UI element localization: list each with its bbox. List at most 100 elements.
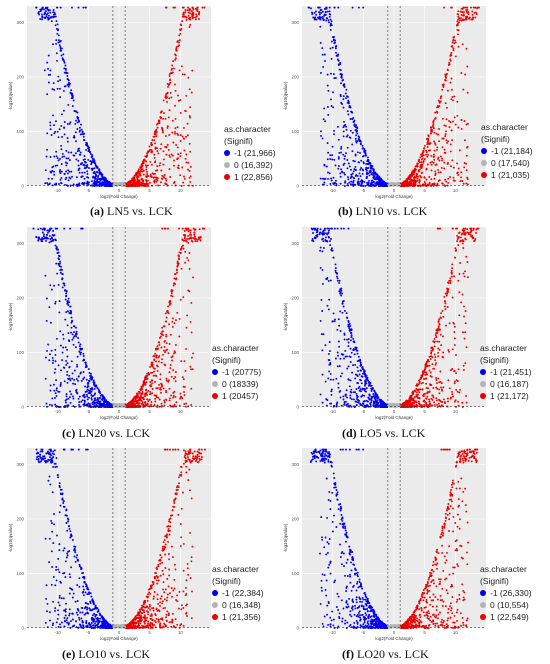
data-point [448,126,451,129]
data-point [375,178,377,181]
data-point [159,181,162,184]
data-point [441,137,444,140]
data-point [449,176,451,178]
data-point [323,53,326,56]
data-point [143,379,146,382]
data-point [165,349,168,352]
data-point [456,22,459,25]
data-point [165,342,168,345]
data-point [342,126,345,129]
data-point [137,179,140,182]
data-point [62,53,65,56]
data-point [461,180,464,182]
data-point [169,333,172,336]
data-point [187,241,190,244]
data-point [466,91,469,94]
data-point [50,404,53,407]
data-point [72,336,75,339]
data-point [99,397,101,400]
data-point [86,388,89,391]
data-point [466,16,469,19]
data-point [178,41,181,44]
data-point [153,131,156,133]
data-point [68,396,71,399]
data-point [352,176,355,179]
data-point [165,183,168,186]
data-point [55,183,58,186]
data-point [323,163,326,166]
data-point [183,386,186,388]
data-point [138,390,141,393]
data-point [170,289,173,292]
data-point [333,6,336,9]
data-point [82,359,85,362]
data-point [52,230,55,232]
data-point [467,13,470,16]
data-point [154,142,157,145]
data-point [418,168,421,171]
data-point [429,126,432,129]
data-point [141,396,144,399]
data-point [64,161,67,164]
data-point [62,346,65,349]
data-point [320,16,323,19]
data-point [155,394,158,397]
data-point [449,279,452,282]
data-point [151,371,154,374]
data-point [64,318,67,321]
data-point [172,60,175,63]
data-point [68,170,71,173]
data-point [185,347,188,350]
data-point [162,117,165,120]
data-point [80,128,83,131]
data-point [98,402,101,405]
data-point [170,375,173,378]
data-point [351,118,354,120]
data-point [368,179,370,182]
data-point [182,296,185,299]
data-point [319,25,322,28]
data-point [150,176,153,179]
data-point [387,184,390,187]
data-point [449,143,452,146]
data-point [46,148,49,151]
data-point [320,11,323,14]
data-point [323,181,326,184]
data-point [183,239,185,242]
data-point [41,231,44,234]
data-point [55,262,58,265]
data-point [173,83,176,86]
data-point [179,134,182,137]
data-point [433,158,436,161]
data-point [366,160,369,163]
data-point [183,236,186,239]
data-point [328,15,331,18]
data-point [157,396,160,399]
data-point [192,11,195,14]
data-point [153,181,156,184]
data-point [354,126,357,128]
data-point [107,183,110,186]
data-point [422,161,425,164]
data-point [71,6,73,9]
data-point [342,153,345,156]
data-point [442,86,445,88]
data-point [50,240,53,243]
data-point [69,82,71,85]
data-point [348,165,351,168]
data-point [184,369,187,372]
data-point [67,172,69,175]
data-point [102,400,105,403]
data-point [425,178,428,181]
data-point [343,120,345,123]
data-point [55,389,58,392]
data-point [86,404,89,406]
data-point [69,305,72,308]
data-point [160,177,163,180]
data-point [190,236,192,239]
data-point [47,177,50,180]
data-point [69,390,72,393]
x-tick-label: 0 [118,409,121,414]
data-point [343,171,345,174]
data-point [449,81,452,84]
